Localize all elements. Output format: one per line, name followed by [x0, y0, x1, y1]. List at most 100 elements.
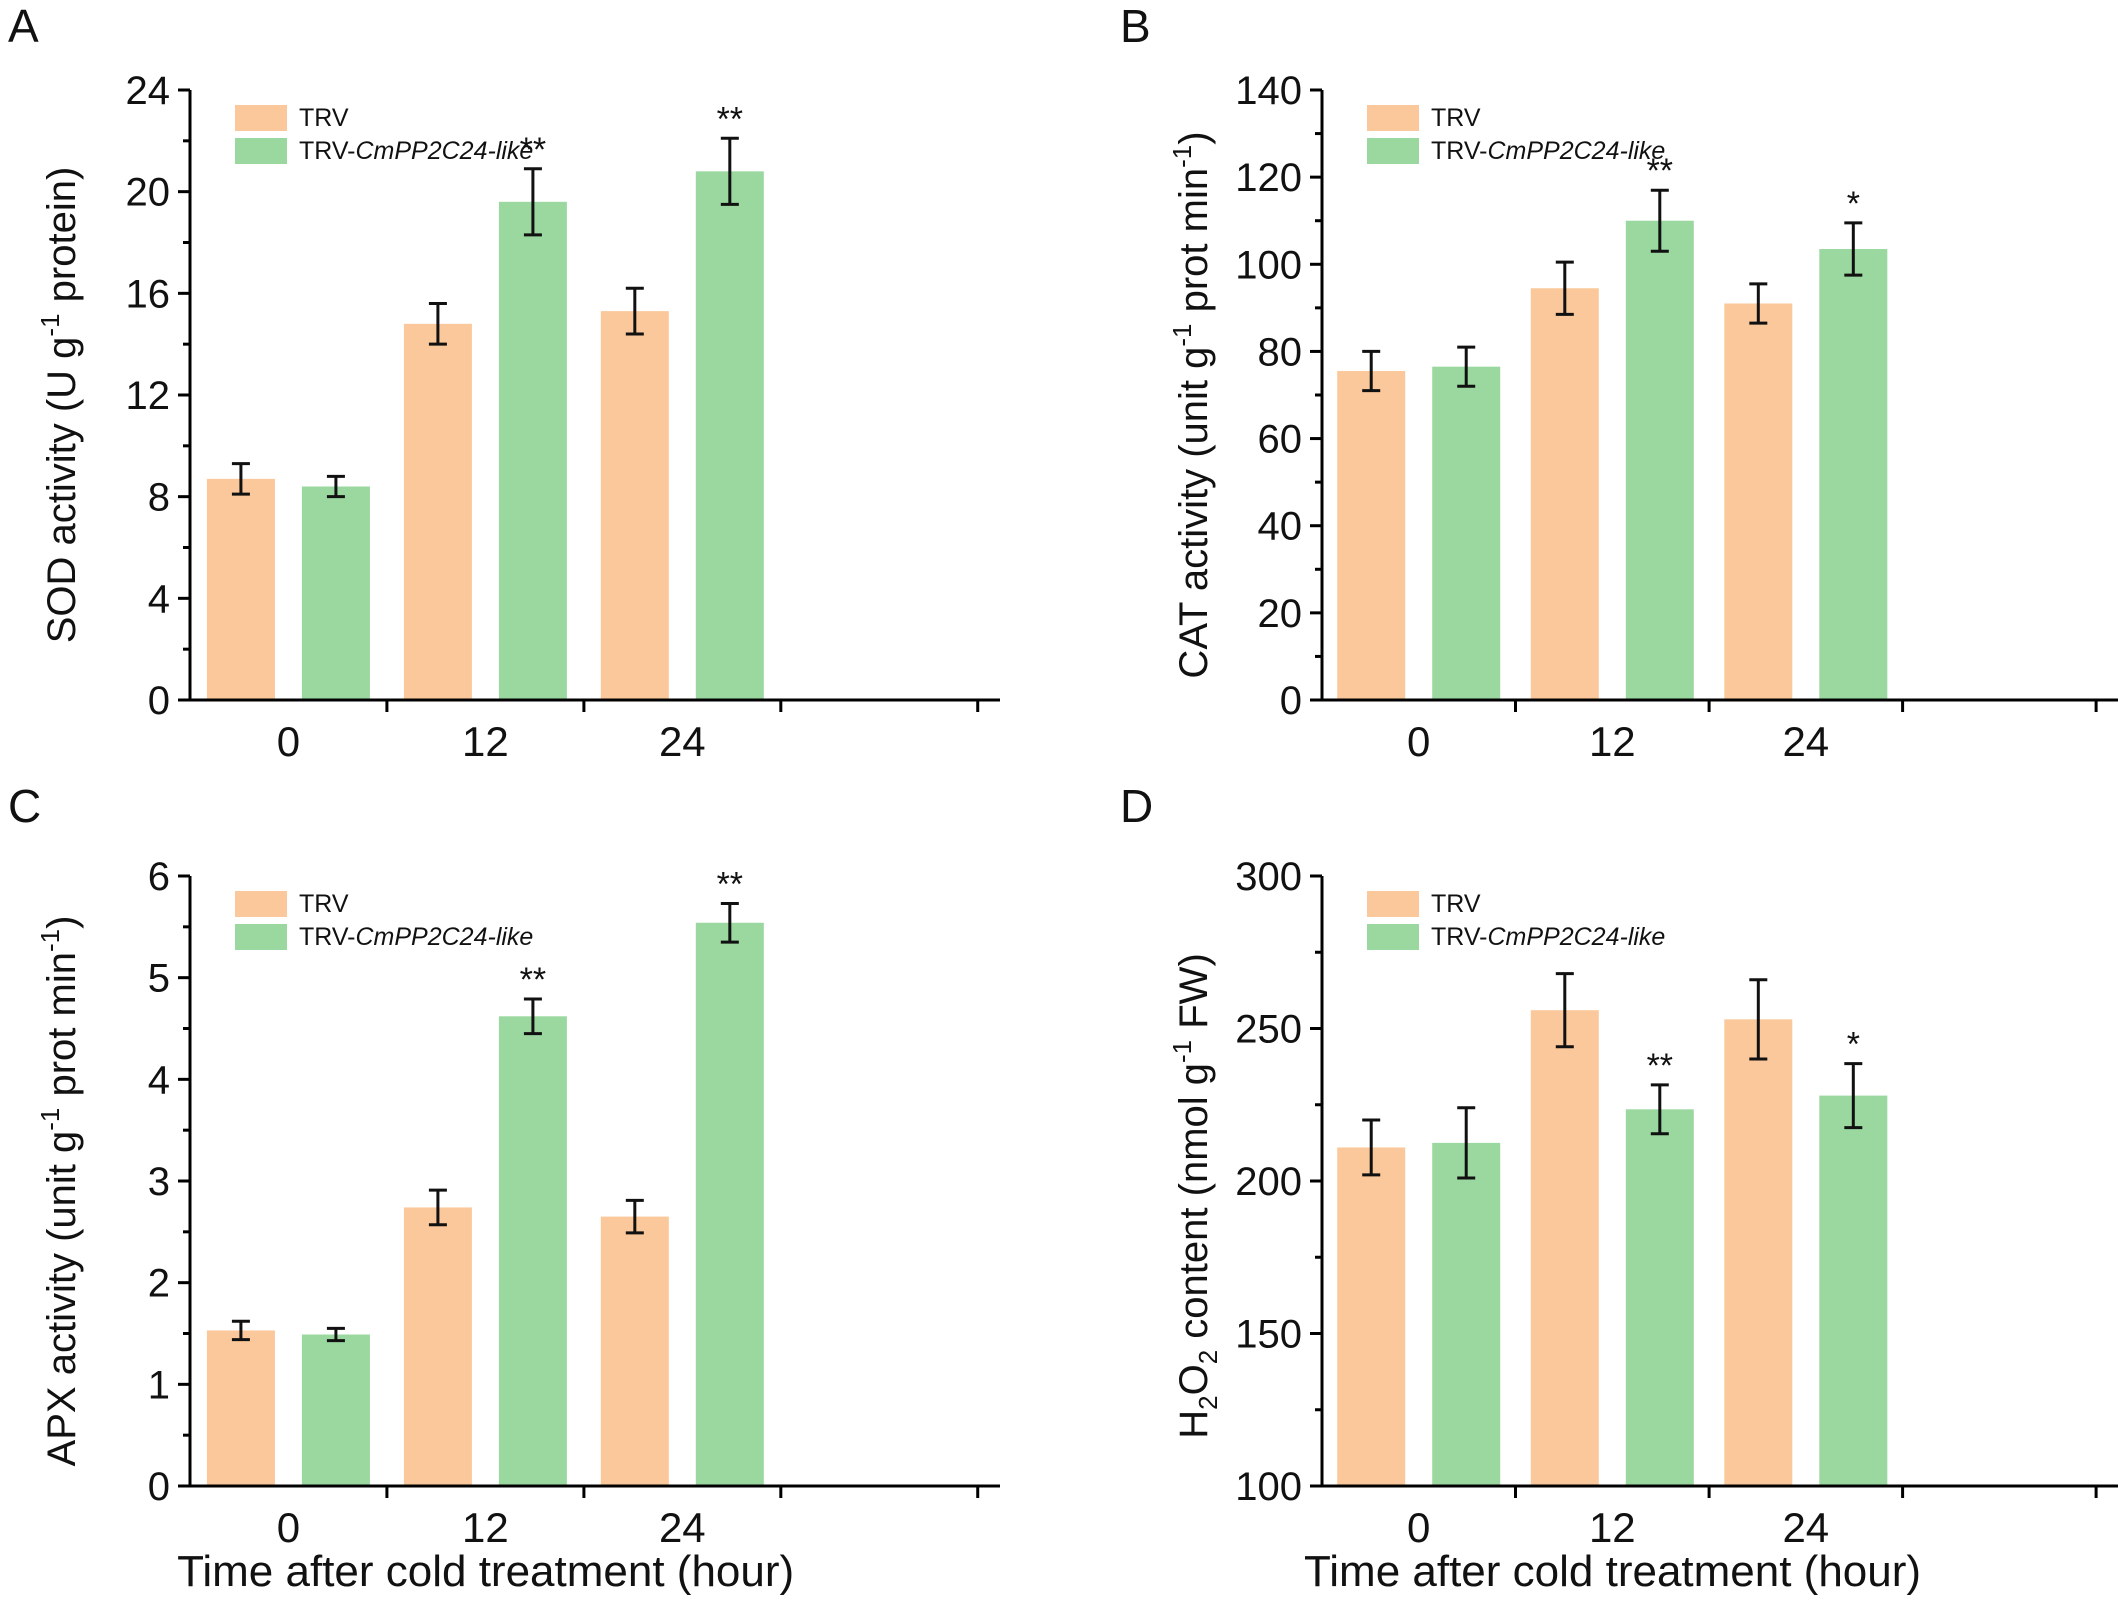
bar — [1432, 1142, 1501, 1486]
bar — [600, 1216, 669, 1486]
y-tick-label: 4 — [148, 1058, 170, 1102]
x-axis-title: Time after cold treatment (hour) — [1304, 1547, 1921, 1596]
bar — [1625, 220, 1694, 700]
bar — [301, 486, 370, 700]
bar — [1819, 1095, 1888, 1486]
y-tick-label: 40 — [1258, 505, 1303, 549]
x-axis-title: Time after cold treatment (hour) — [177, 1547, 794, 1596]
y-tick-label: 24 — [126, 69, 171, 113]
y-tick-label: 0 — [1280, 679, 1302, 723]
y-tick-label: 0 — [148, 679, 170, 723]
legend-swatch — [1367, 105, 1419, 131]
bar — [1530, 288, 1599, 700]
bar — [498, 1016, 567, 1486]
legend: TRV TRV-CmPP2C24-like — [1367, 104, 1665, 165]
panel-letter: A — [8, 0, 39, 52]
y-tick-label: 2 — [148, 1262, 170, 1306]
bar — [695, 922, 764, 1486]
significance-mark: * — [1847, 1026, 1860, 1064]
x-tick-label: 24 — [1782, 1504, 1829, 1551]
legend-label: TRV-CmPP2C24-like — [299, 137, 533, 165]
x-tick-label: 0 — [277, 718, 300, 765]
y-tick-label: 8 — [148, 476, 170, 520]
panel-A: A ** ** 0 4 8 12 16 20 24 0 12 24 SOD activity (U g-1… — [8, 0, 1000, 765]
y-tick-label: 20 — [126, 171, 171, 215]
x-tick-label: 0 — [277, 1504, 300, 1551]
x-tick-label: 24 — [1782, 718, 1829, 765]
y-tick-label: 16 — [126, 272, 171, 316]
y-tick-label: 5 — [148, 957, 170, 1001]
legend-swatch — [1367, 924, 1419, 950]
bar — [403, 1207, 472, 1486]
legend-label: TRV-CmPP2C24-like — [299, 923, 533, 951]
bar — [600, 311, 669, 700]
y-tick-label: 140 — [1235, 69, 1302, 113]
legend-swatch — [235, 138, 287, 164]
panel-letter: B — [1120, 0, 1151, 52]
legend-swatch — [1367, 891, 1419, 917]
legend-label: TRV — [299, 104, 349, 132]
y-axis-title: SOD activity (U g-1 protein) — [35, 167, 84, 644]
significance-mark: * — [1847, 185, 1860, 223]
bar — [498, 201, 567, 701]
significance-mark: ** — [1647, 1047, 1673, 1085]
x-tick-label: 24 — [659, 718, 706, 765]
y-tick-label: 20 — [1258, 592, 1303, 636]
x-tick-label: 12 — [462, 718, 509, 765]
legend: TRV TRV-CmPP2C24-like — [1367, 890, 1665, 951]
y-tick-label: 150 — [1235, 1313, 1302, 1357]
y-tick-label: 300 — [1235, 855, 1302, 899]
x-tick-label: 24 — [659, 1504, 706, 1551]
legend-label: TRV-CmPP2C24-like — [1431, 137, 1665, 165]
legend-swatch — [235, 924, 287, 950]
bar — [1625, 1109, 1694, 1486]
y-tick-label: 3 — [148, 1160, 170, 1204]
y-tick-label: 6 — [148, 855, 170, 899]
significance-mark: ** — [717, 100, 743, 138]
bar — [403, 323, 472, 700]
bar — [206, 478, 275, 700]
y-tick-label: 60 — [1258, 418, 1303, 462]
legend-label: TRV — [299, 890, 349, 918]
panel-letter: C — [8, 780, 41, 832]
x-tick-label: 0 — [1407, 1504, 1430, 1551]
y-tick-label: 120 — [1235, 156, 1302, 200]
legend-label: TRV — [1431, 104, 1481, 132]
bar — [1724, 303, 1793, 700]
significance-mark: ** — [520, 961, 546, 999]
y-tick-label: 200 — [1235, 1160, 1302, 1204]
bar — [1337, 371, 1406, 700]
legend: TRV TRV-CmPP2C24-like — [235, 890, 533, 951]
y-tick-label: 250 — [1235, 1008, 1302, 1052]
legend-swatch — [235, 105, 287, 131]
y-tick-label: 12 — [126, 374, 171, 418]
significance-mark: ** — [520, 131, 546, 169]
x-tick-label: 0 — [1407, 718, 1430, 765]
y-tick-label: 0 — [148, 1465, 170, 1509]
bar — [1530, 1010, 1599, 1486]
bar — [695, 171, 764, 701]
x-tick-label: 12 — [1589, 718, 1636, 765]
y-axis-title: APX activity (unit g-1 prot min-1) — [35, 916, 84, 1467]
bar — [206, 1330, 275, 1486]
bar — [1432, 366, 1501, 700]
bar — [1819, 249, 1888, 701]
y-tick-label: 4 — [148, 577, 170, 621]
y-axis-title: H2O2 content (nmol g-1 FW) — [1167, 953, 1223, 1439]
legend-label: TRV — [1431, 890, 1481, 918]
y-tick-label: 100 — [1235, 243, 1302, 287]
x-tick-label: 12 — [1589, 1504, 1636, 1551]
significance-mark: ** — [1647, 152, 1673, 190]
bar — [301, 1334, 370, 1486]
y-tick-label: 100 — [1235, 1465, 1302, 1509]
y-tick-label: 80 — [1258, 330, 1303, 374]
y-axis-title: CAT activity (unit g-1 prot min-1) — [1167, 131, 1216, 678]
bar — [1724, 1019, 1793, 1486]
significance-mark: ** — [717, 865, 743, 903]
x-tick-label: 12 — [462, 1504, 509, 1551]
panel-letter: D — [1120, 780, 1153, 832]
legend-swatch — [1367, 138, 1419, 164]
